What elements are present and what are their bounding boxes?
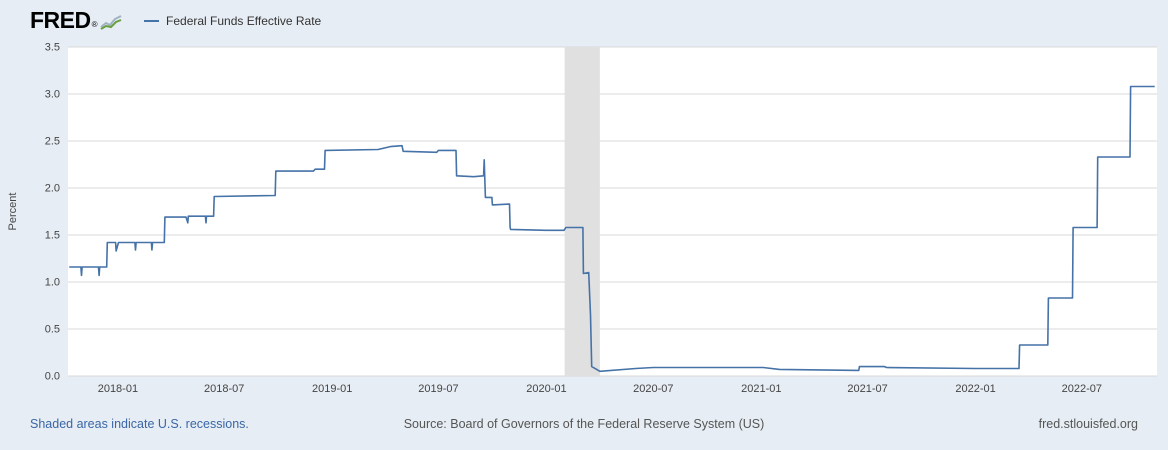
x-tick-label: 2021-07 (847, 383, 887, 395)
fred-site-link[interactable]: fred.stlouisfed.org (1038, 417, 1138, 431)
x-tick-label: 2018-07 (204, 383, 244, 395)
plot-area[interactable] (68, 47, 1157, 376)
x-tick-label: 2020-07 (633, 383, 673, 395)
y-axis-title: Percent (7, 193, 19, 231)
y-tick-label: 2.5 (45, 136, 60, 148)
rate-line (69, 85, 1155, 373)
x-tick-label: 2019-07 (418, 383, 458, 395)
y-tick-label: 2.0 (45, 183, 60, 195)
y-tick-label: 1.0 (45, 277, 60, 289)
chart-legend: Federal Funds Effective Rate (144, 14, 321, 28)
y-tick-label: 1.5 (45, 230, 60, 242)
fred-logo[interactable]: FRED ® (30, 6, 122, 34)
chart-header: FRED ® Federal Funds Effective Rate (30, 7, 321, 35)
x-tick-label: 2022-01 (955, 383, 995, 395)
y-tick-label: 0.5 (45, 324, 60, 336)
y-tick-label: 3.5 (45, 42, 60, 54)
recession-band (564, 47, 600, 376)
source-note: Source: Board of Governors of the Federa… (403, 417, 765, 431)
x-tick-label: 2018-01 (98, 383, 138, 395)
fred-logo-text: FRED (30, 6, 91, 33)
legend-line-swatch (144, 20, 160, 22)
fred-sparkline-icon (100, 11, 122, 34)
recessions-note-link[interactable]: Shaded areas indicate U.S. recessions. (30, 417, 249, 431)
chart-footer: Shaded areas indicate U.S. recessions. S… (0, 417, 1168, 439)
y-tick-label: 3.0 (45, 89, 60, 101)
x-tick-label: 2021-01 (741, 383, 781, 395)
registered-mark: ® (91, 19, 98, 29)
x-tick-label: 2022-07 (1062, 383, 1102, 395)
x-tick-label: 2020-01 (526, 383, 566, 395)
y-tick-label: 0.0 (45, 371, 60, 383)
x-tick-label: 2019-01 (312, 383, 352, 395)
legend-series-label: Federal Funds Effective Rate (166, 14, 322, 28)
